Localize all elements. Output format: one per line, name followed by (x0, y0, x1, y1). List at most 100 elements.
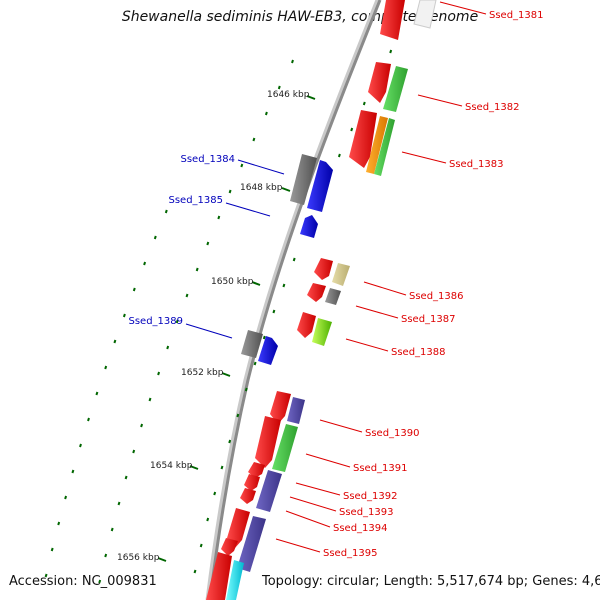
gene-block[interactable] (366, 116, 388, 174)
guide-dot (79, 443, 82, 448)
guide-dot (206, 241, 210, 246)
guide-dot (44, 573, 48, 578)
guide-dot (277, 85, 281, 90)
gene-label[interactable]: Ssed_1384 (180, 154, 235, 165)
gene-label[interactable]: Ssed_1392 (343, 491, 398, 502)
leader-line (225, 202, 271, 217)
gene-block[interactable] (256, 470, 282, 512)
guide-dot (264, 111, 268, 116)
gene-arrow[interactable] (270, 391, 291, 424)
gene-arrow[interactable] (258, 336, 278, 365)
gene-block[interactable] (237, 516, 266, 572)
guide-dot (143, 261, 147, 266)
leader-line (237, 159, 285, 175)
guide-dot (104, 553, 108, 558)
reverse-strand-genes (241, 154, 333, 365)
guide-dot (87, 417, 90, 422)
guide-dot (291, 59, 294, 64)
right-label-leaders (275, 1, 487, 553)
gene-arrow[interactable] (248, 462, 265, 478)
gene-label[interactable]: Ssed_1393 (339, 507, 394, 518)
gene-block[interactable] (413, 0, 437, 29)
leader-line (355, 305, 399, 319)
guide-dot (132, 449, 136, 454)
guide-dot (199, 543, 203, 548)
leader-line (319, 419, 363, 433)
gene-label[interactable]: Ssed_1390 (365, 428, 420, 439)
gene-block[interactable] (325, 288, 341, 305)
tick-line (306, 95, 316, 100)
guide-dot (213, 491, 217, 496)
guide-dot (350, 127, 354, 132)
right-labels: Ssed_1381 Ssed_1382 Ssed_1383 Ssed_1386 … (323, 10, 544, 559)
guide-dot (217, 215, 221, 220)
tick-label: 1648 kbp (240, 183, 283, 193)
gene-arrow[interactable] (314, 258, 333, 280)
gene-arrow[interactable] (227, 508, 250, 548)
gene-block[interactable] (332, 263, 350, 286)
gene-arrow[interactable] (244, 474, 260, 491)
gene-label[interactable]: Ssed_1388 (391, 347, 446, 358)
leader-line (285, 510, 331, 528)
guide-dot (57, 521, 61, 526)
accession-text: Accession: NC_009831 (9, 574, 157, 589)
gene-block[interactable] (312, 318, 332, 346)
gene-arrow[interactable] (349, 110, 377, 168)
left-labels: Ssed_1384 Ssed_1385 Ssed_1389 (128, 154, 235, 327)
gene-label[interactable]: Ssed_1395 (323, 548, 378, 559)
tick-label: 1652 kbp (181, 368, 224, 378)
gene-label[interactable]: Ssed_1391 (353, 463, 408, 474)
gene-arrow[interactable] (297, 312, 316, 338)
guide-dot (153, 235, 157, 240)
guide-dot (117, 501, 121, 506)
gene-arrow[interactable] (307, 160, 333, 212)
guide-dot (122, 313, 126, 318)
tick-label: 1650 kbp (211, 277, 254, 287)
gene-label[interactable]: Ssed_1387 (401, 314, 456, 325)
tick-marks (157, 95, 316, 562)
gene-block[interactable] (287, 397, 305, 424)
guide-dot (244, 387, 248, 392)
guide-dot (206, 517, 210, 522)
gene-arrow[interactable] (307, 283, 326, 302)
gene-arrow[interactable] (368, 62, 391, 103)
forward-strand-genes (206, 0, 405, 600)
gene-block[interactable] (374, 118, 395, 176)
left-label-leaders (185, 159, 285, 339)
gene-block[interactable] (241, 330, 263, 358)
leader-line (295, 482, 341, 496)
leader-line (401, 151, 447, 164)
gene-label[interactable]: Ssed_1394 (333, 523, 388, 534)
guide-dot (71, 469, 75, 474)
gene-block[interactable] (226, 560, 244, 600)
gene-label[interactable]: Ssed_1383 (449, 159, 504, 170)
gene-label[interactable]: Ssed_1386 (409, 291, 464, 302)
guide-dot (236, 413, 240, 418)
tick-label: 1654 kbp (150, 461, 193, 471)
leader-line (345, 338, 389, 352)
leader-line (275, 538, 321, 553)
guide-dot (132, 287, 136, 292)
leader-line (185, 323, 233, 339)
gene-arrow[interactable] (380, 0, 405, 40)
guide-dots (44, 49, 393, 584)
gene-arrow[interactable] (300, 215, 318, 238)
gene-block[interactable] (290, 154, 317, 205)
guide-dot (110, 527, 114, 532)
gene-label[interactable]: Ssed_1382 (465, 102, 520, 113)
gene-label[interactable]: Ssed_1381 (489, 10, 544, 21)
guide-dot (193, 569, 197, 574)
gene-label[interactable]: Ssed_1389 (128, 316, 183, 327)
guide-dot (50, 547, 54, 552)
guide-dot (148, 397, 152, 402)
guide-dot (240, 163, 244, 168)
gene-arrow[interactable] (206, 552, 232, 600)
gene-arrow[interactable] (240, 488, 256, 504)
gene-arrow[interactable] (255, 416, 281, 468)
gene-block[interactable] (383, 66, 408, 112)
guide-dot (228, 439, 232, 444)
gene-block[interactable] (272, 424, 298, 472)
gene-arrow[interactable] (221, 538, 238, 556)
gene-label[interactable]: Ssed_1385 (168, 195, 223, 206)
